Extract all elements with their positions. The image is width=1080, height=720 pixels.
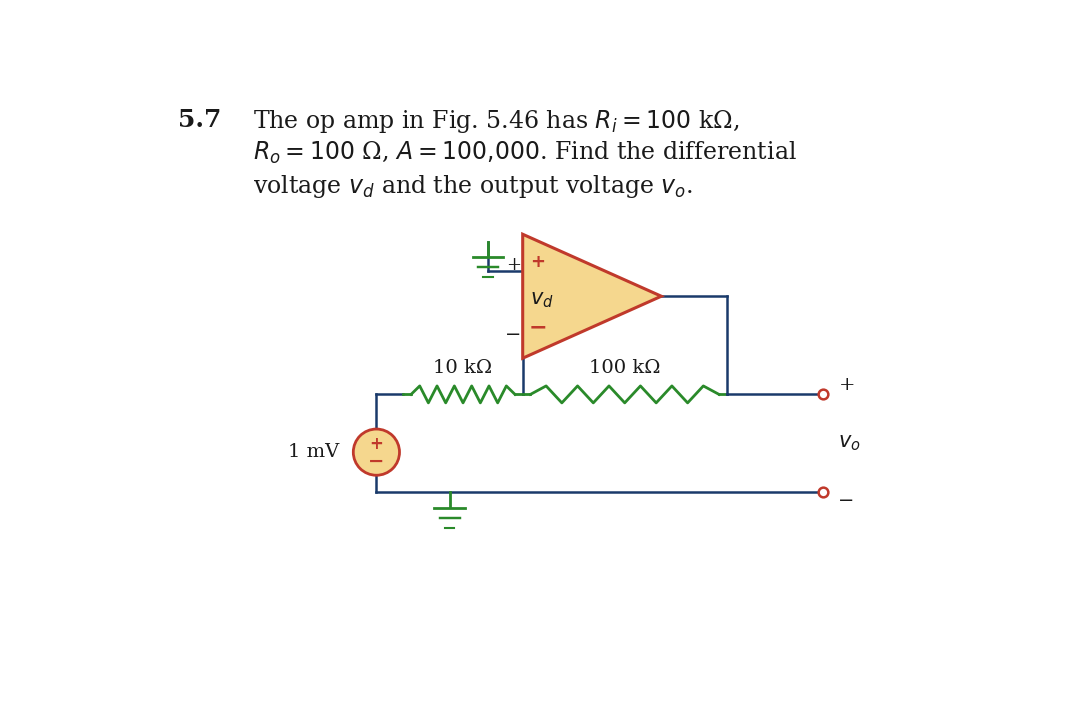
Circle shape bbox=[353, 429, 400, 475]
Text: −: − bbox=[505, 326, 522, 344]
Text: +: + bbox=[505, 256, 521, 274]
Text: +: + bbox=[369, 436, 383, 454]
Text: $v_d$: $v_d$ bbox=[530, 290, 554, 310]
Text: 1 mV: 1 mV bbox=[288, 443, 339, 461]
Text: 10 kΩ: 10 kΩ bbox=[433, 359, 492, 377]
Text: −: − bbox=[838, 492, 854, 510]
Text: The op amp in Fig. 5.46 has $R_i = 100$ kΩ,: The op amp in Fig. 5.46 has $R_i = 100$ … bbox=[253, 108, 740, 135]
Text: 5.7: 5.7 bbox=[178, 108, 221, 132]
Text: 100 kΩ: 100 kΩ bbox=[589, 359, 661, 377]
Text: voltage $v_d$ and the output voltage $v_o$.: voltage $v_d$ and the output voltage $v_… bbox=[253, 173, 693, 199]
Polygon shape bbox=[523, 234, 661, 359]
Text: $R_o = 100$ Ω, $A = 100{,}000$. Find the differential: $R_o = 100$ Ω, $A = 100{,}000$. Find the… bbox=[253, 140, 797, 166]
Text: −: − bbox=[368, 452, 384, 471]
Text: +: + bbox=[530, 253, 545, 271]
Text: −: − bbox=[529, 318, 548, 338]
Text: +: + bbox=[838, 376, 855, 394]
Text: $v_o$: $v_o$ bbox=[838, 433, 861, 453]
